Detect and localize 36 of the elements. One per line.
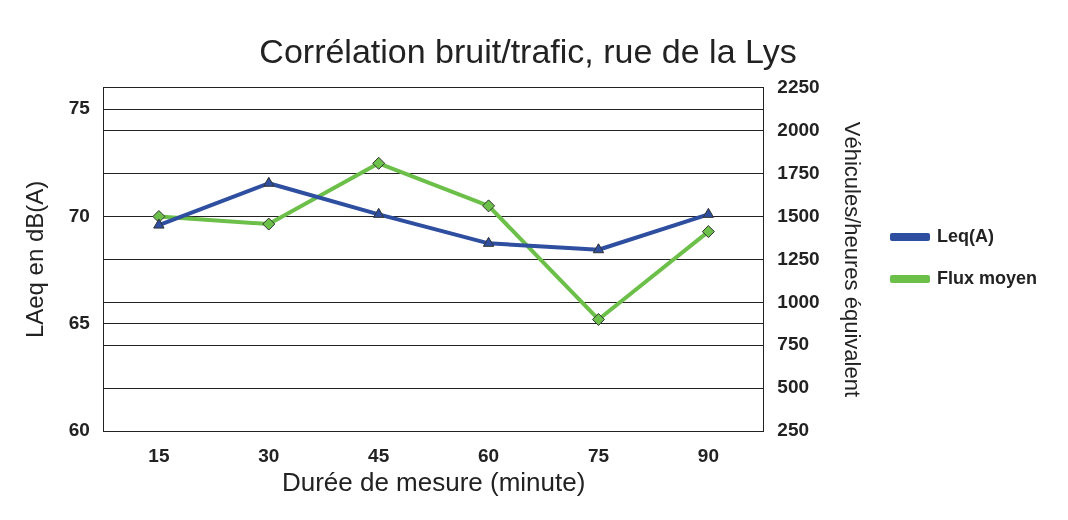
y2-tick-label: 2000 — [777, 118, 820, 140]
y2-tick-label: 1250 — [777, 247, 820, 269]
x-tick-label: 60 — [478, 444, 500, 466]
y-tick-label: 65 — [68, 311, 91, 333]
point — [153, 218, 165, 229]
x-tick-label: 90 — [697, 444, 719, 466]
y2-tick-label: 1000 — [777, 290, 820, 312]
y-tick-label: 70 — [68, 204, 90, 226]
y-tick-label: 75 — [68, 97, 91, 119]
x-tick-label: 30 — [258, 444, 280, 466]
point — [263, 176, 275, 187]
point — [701, 225, 715, 239]
legend-label: Flux moyen — [937, 267, 1038, 288]
y2-tick-label: 1500 — [777, 204, 820, 226]
point — [482, 199, 496, 213]
y2-tick-label: 250 — [777, 419, 810, 441]
x-axis-title: Durée de mesure (minute) — [281, 466, 586, 497]
y-axis-title: LAeq en dB(A) — [21, 180, 49, 339]
point — [592, 243, 605, 254]
x-tick-label: 45 — [368, 444, 390, 466]
legend-label: Leq(A) — [937, 225, 994, 246]
y2-tick-label: 750 — [777, 333, 810, 355]
point — [702, 207, 715, 218]
point — [372, 207, 385, 218]
y2-tick-label: 500 — [777, 376, 810, 398]
y2-tick-label: 2250 — [777, 76, 820, 98]
y2-axis-title: Véhicules/heures équivalent — [839, 121, 865, 397]
point — [482, 236, 495, 247]
y2-tick-label: 1750 — [777, 161, 820, 183]
point — [591, 312, 605, 326]
x-tick-label: 15 — [148, 444, 170, 466]
y-tick-label: 60 — [68, 419, 90, 441]
chart-title: Corrélation bruit/trafic, rue de la Lys — [259, 31, 797, 70]
point — [262, 217, 276, 231]
x-tick-label: 75 — [587, 444, 610, 466]
point — [372, 156, 386, 170]
